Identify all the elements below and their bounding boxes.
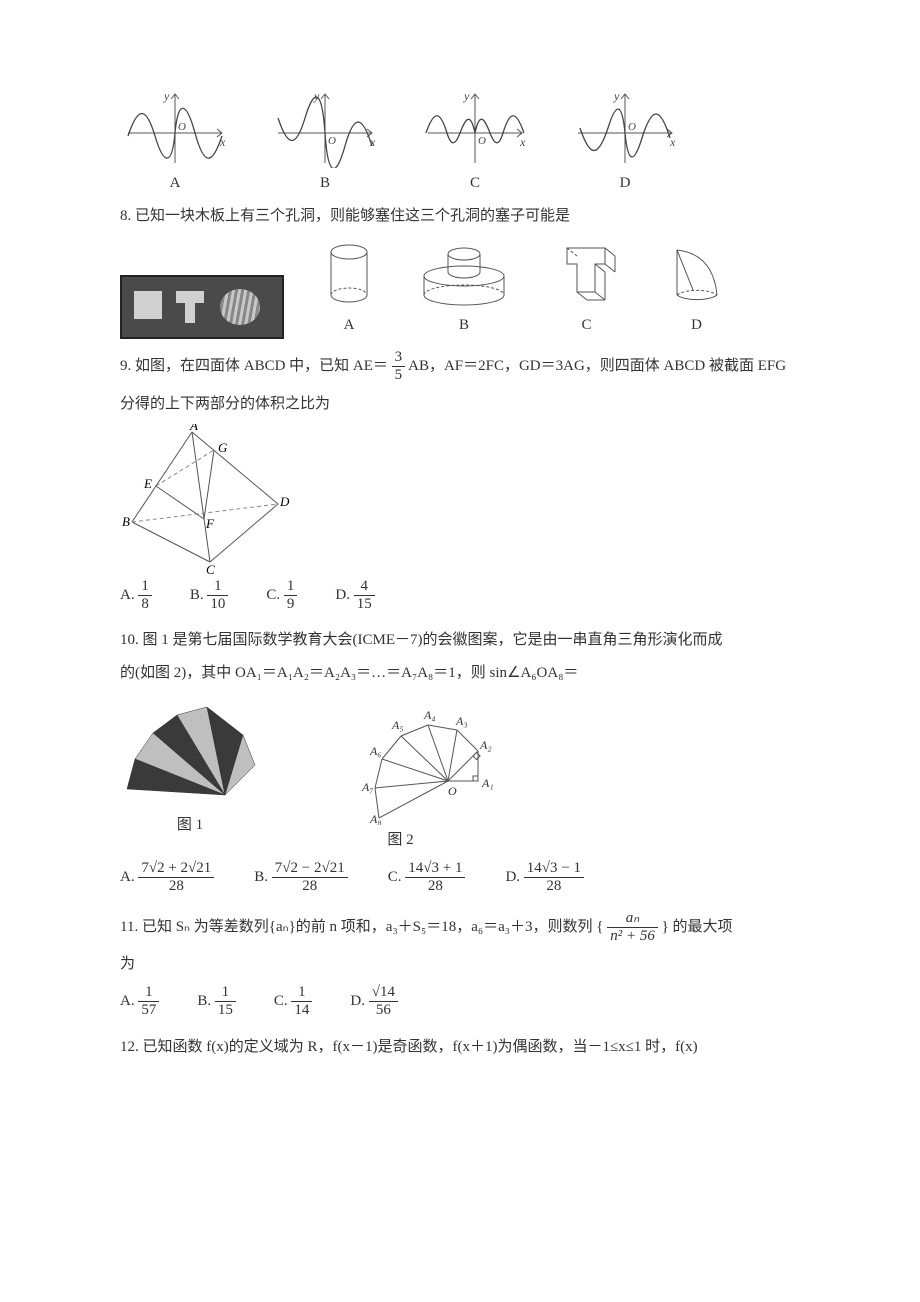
q10-opt-A: A. 7√2 + 2√2128 (120, 860, 214, 896)
q9-inline-frac: 3 5 (392, 349, 406, 385)
svg-text:C: C (206, 562, 215, 574)
q11-prefix: 11. 已知 Sₙ 为等差数列{aₙ}的前 n 项和，a₃＋S₅＝18，a₆＝a… (120, 919, 603, 935)
q7-graph-D: x y O D (570, 88, 680, 197)
q9-opt-C: C. 19 (266, 578, 297, 614)
q8-shape-C: C (549, 240, 624, 339)
svg-text:A₁: A₁ (481, 776, 493, 790)
q11-options: A. 157 B. 115 C. 114 D. √1456 (120, 984, 810, 1020)
t-block-icon (549, 240, 624, 310)
q8-label-B: B (414, 312, 514, 339)
q10-text-l1: 10. 图 1 是第七届国际数学教育大会(ICME－7)的会徽图案，它是由一串直… (120, 627, 810, 654)
q8-shape-D: D (659, 240, 734, 339)
q11-opt-D: D. √1456 (350, 984, 398, 1020)
q11-opt-C: C. 114 (274, 984, 313, 1020)
svg-text:A₃: A₃ (455, 714, 468, 728)
q8-text: 8. 已知一块木板上有三个孔洞，则能够塞住这三个孔洞的塞子可能是 (120, 203, 810, 230)
svg-text:F: F (205, 516, 215, 531)
q8-label-A: A (319, 312, 379, 339)
q11-text-l1: 11. 已知 Sₙ 为等差数列{aₙ}的前 n 项和，a₃＋S₅＝18，a₆＝a… (120, 910, 810, 946)
q7-label-D: D (570, 170, 680, 197)
q8-label-D: D (659, 312, 734, 339)
graph-axes-icon: x y O (120, 88, 230, 168)
q7-graph-C: x y O C (420, 88, 530, 197)
svg-text:O: O (178, 121, 186, 133)
q10-figures: 图 1 A₁ (120, 695, 810, 854)
q8-label-C: C (549, 312, 624, 339)
stepped-cylinder-icon (414, 240, 514, 310)
q10-fig2-label: 图 2 (308, 827, 493, 854)
q9-frac-den: 5 (392, 367, 406, 384)
svg-text:E: E (143, 476, 152, 491)
q10-options: A. 7√2 + 2√2128 B. 7√2 − 2√2128 C. 14√3 … (120, 860, 810, 896)
q9-frac-num: 3 (392, 349, 406, 367)
q10-fig1: 图 1 (120, 695, 260, 839)
spiral-triangles-icon: A₁ A₂ A₃ A₄ A₅ A₆ A₇ A₈ O (308, 695, 493, 825)
q10-fig2: A₁ A₂ A₃ A₄ A₅ A₆ A₇ A₈ O 图 2 (308, 695, 493, 854)
q10-fig1-label: 图 1 (120, 812, 260, 839)
q10-opt-C: C. 14√3 + 128 (388, 860, 466, 896)
graph-axes-icon: x y O (570, 88, 680, 168)
q11-opt-B: B. 115 (197, 984, 236, 1020)
icme-logo-icon (120, 695, 260, 810)
q10-text-l2: 的(如图 2)，其中 OA₁＝A₁A₂＝A₂A₃＝…＝A₇A₈＝1，则 sin∠… (120, 660, 810, 687)
svg-text:x: x (519, 135, 526, 149)
q12-text: 12. 已知函数 f(x)的定义域为 R，f(x－1)是奇函数，f(x＋1)为偶… (120, 1034, 810, 1061)
svg-text:G: G (218, 440, 228, 455)
q9-optA-label: A. (120, 587, 135, 603)
q11-text-l2: 为 (120, 951, 810, 978)
q9-optB-label: B. (190, 587, 204, 603)
q9-optD-label: D. (335, 587, 350, 603)
svg-text:A₅: A₅ (391, 718, 404, 732)
q7-graph-A: x y O A (120, 88, 230, 197)
q9-mid: AB，AF＝2FC，GD＝3AG，则四面体 ABCD 被截面 EFG (408, 358, 786, 374)
q11-opt-A: A. 157 (120, 984, 159, 1020)
quarter-cylinder-icon (659, 240, 734, 310)
q9-opt-A: A. 18 (120, 578, 152, 614)
q10-opt-B: B. 7√2 − 2√2128 (254, 860, 347, 896)
q11-suffix: } 的最大项 (662, 919, 733, 935)
svg-text:y: y (613, 89, 620, 103)
q8-shape-row: A B C (120, 240, 810, 339)
q9-prefix: 9. 如图，在四面体 ABCD 中，已知 AE＝ (120, 358, 388, 374)
q8-shape-A: A (319, 240, 379, 339)
svg-text:y: y (313, 89, 320, 103)
q7-label-C: C (420, 170, 530, 197)
q8-shape-B: B (414, 240, 514, 339)
svg-text:O: O (328, 135, 336, 147)
svg-text:O: O (628, 121, 636, 133)
q9-opt-B: B. 110 (190, 578, 229, 614)
q7-graph-row: x y O A x y O B x y O C (120, 88, 810, 197)
q10-opt-D: D. 14√3 − 128 (505, 860, 584, 896)
q9-options: A. 18 B. 110 C. 19 D. 415 (120, 578, 810, 614)
q8-board-photo (120, 275, 284, 339)
svg-text:O: O (478, 135, 486, 147)
svg-text:A₈: A₈ (369, 812, 382, 825)
q7-graph-B: x y O B (270, 88, 380, 197)
svg-text:y: y (163, 89, 170, 103)
svg-text:A: A (189, 424, 198, 433)
q7-label-A: A (120, 170, 230, 197)
q7-label-B: B (270, 170, 380, 197)
graph-axes-icon: x y O (420, 88, 530, 168)
q9-optC-label: C. (266, 587, 280, 603)
svg-text:A₆: A₆ (369, 744, 382, 758)
svg-text:y: y (463, 89, 470, 103)
svg-text:A₄: A₄ (423, 708, 436, 722)
svg-text:A₂: A₂ (479, 738, 492, 752)
q9-text-line2: 分得的上下两部分的体积之比为 (120, 391, 810, 418)
svg-text:A₇: A₇ (361, 780, 374, 794)
svg-text:B: B (122, 514, 130, 529)
q9-tetra-diagram: A B C D E F G (120, 424, 290, 574)
q9-opt-D: D. 415 (335, 578, 374, 614)
svg-text:O: O (448, 784, 457, 798)
graph-axes-icon: x y O (270, 88, 380, 168)
svg-text:D: D (279, 494, 290, 509)
q9-text-line1: 9. 如图，在四面体 ABCD 中，已知 AE＝ 3 5 AB，AF＝2FC，G… (120, 349, 810, 385)
cylinder-icon (319, 240, 379, 310)
q11-seq-frac: aₙ n² + 56 (607, 910, 658, 946)
